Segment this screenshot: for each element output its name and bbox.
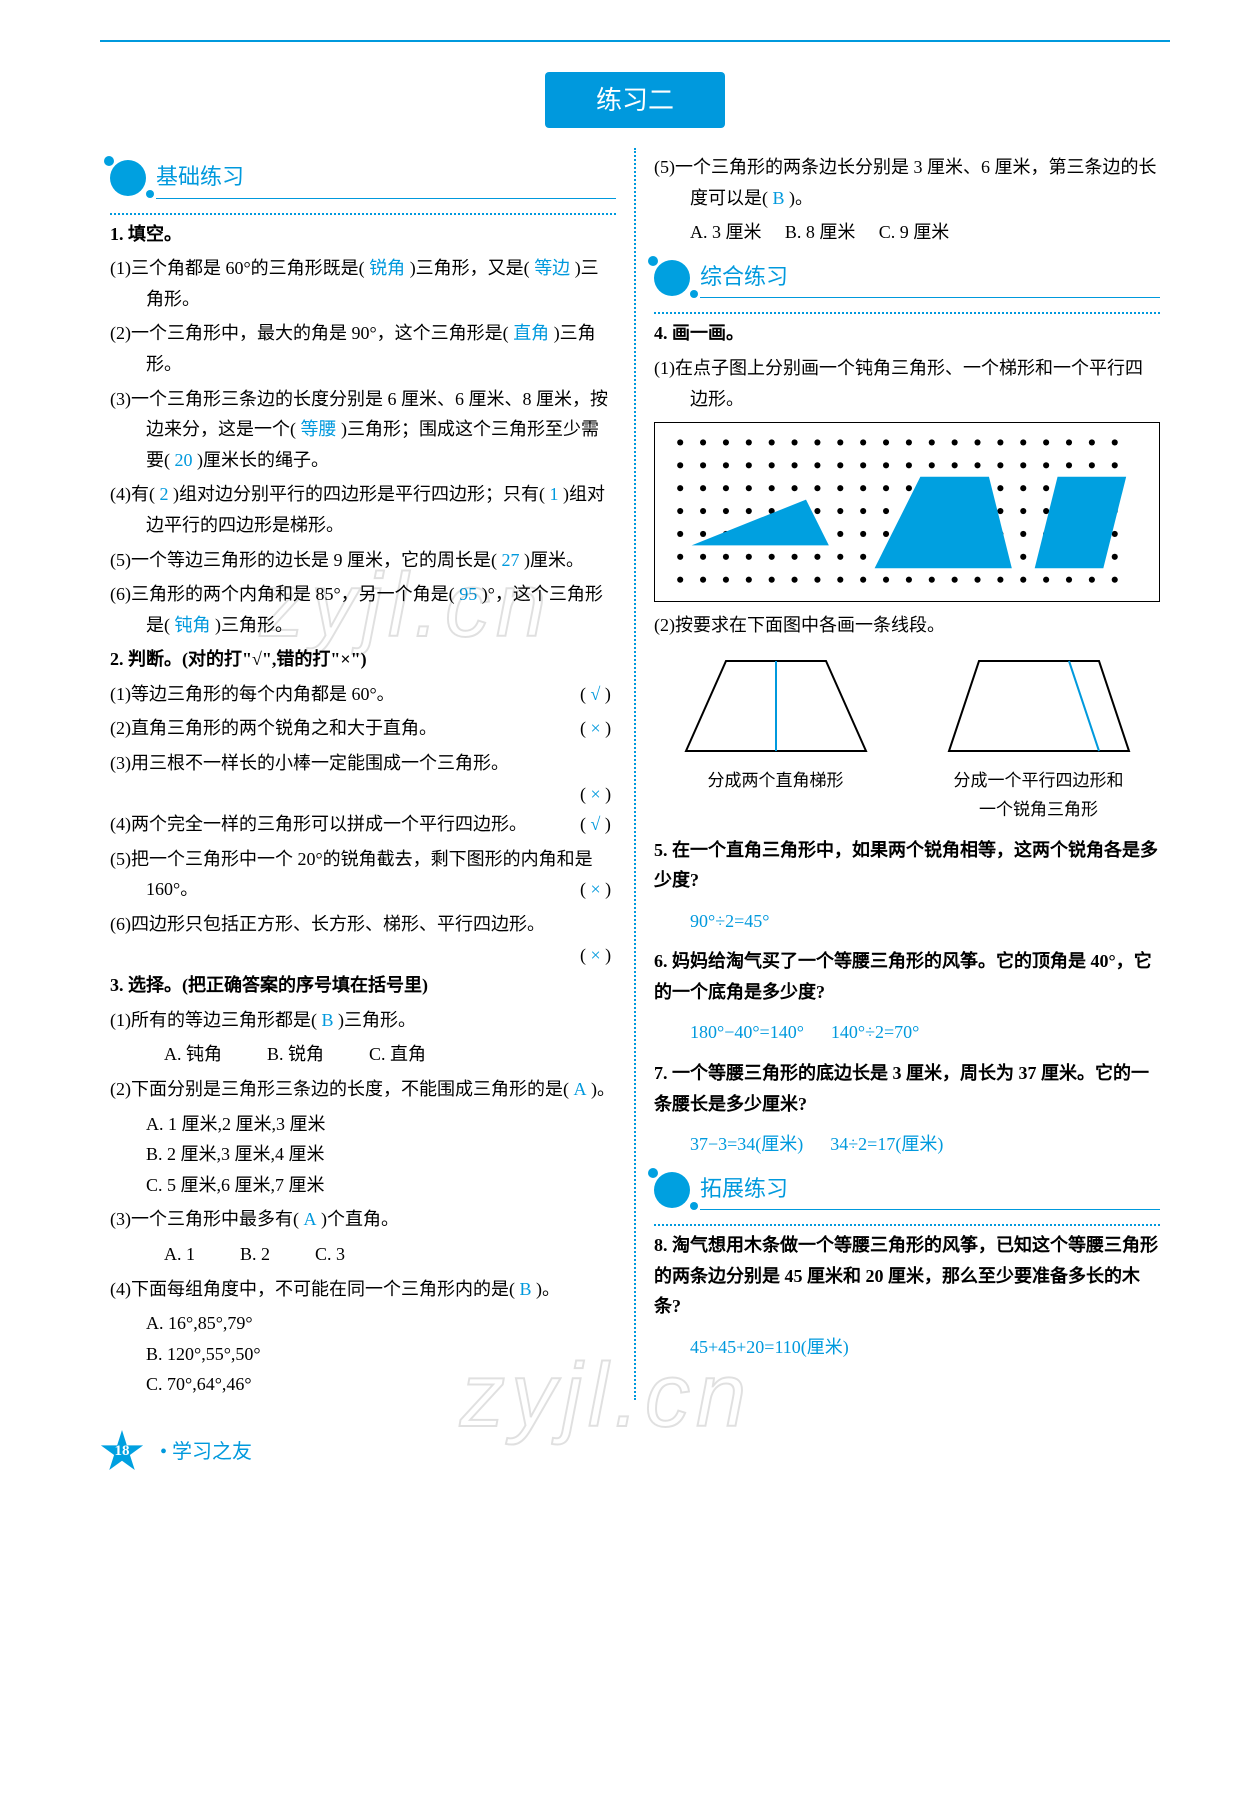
wavy [110, 213, 616, 215]
section-basic: 基础练习 [110, 158, 616, 198]
q2-3: (3)用三根不一样长的小棒一定能围成一个三角形。( × ) [110, 748, 616, 779]
q1-3: (3)一个三角形三条边的长度分别是 6 厘米、6 厘米、8 厘米，按边来分，这是… [110, 384, 616, 476]
left-column: 基础练习 1. 填空。 (1)三个角都是 60°的三角形既是( 锐角 )三角形，… [100, 148, 636, 1400]
section-icon [654, 1172, 690, 1208]
page: zyjl.cn zyjl.cn 练习二 基础练习 1. 填空。 (1)三个角都是… [0, 0, 1250, 1504]
top-rule [100, 40, 1170, 42]
section-synth: 综合练习 [654, 258, 1160, 298]
q1-5: (5)一个等边三角形的边长是 9 厘米，它的周长是( 27 )厘米。 [110, 545, 616, 576]
right-column: (5)一个三角形的两条边长分别是 3 厘米、6 厘米，第三条边的长度可以是( B… [636, 148, 1170, 1400]
q4-1: (1)在点子图上分别画一个钝角三角形、一个梯形和一个平行四边形。 [654, 353, 1160, 414]
q5-ans: 90°÷2=45° [690, 906, 1160, 937]
trapezoid-row: 分成两个直角梯形 分成一个平行四边形和 一个锐角三角形 [654, 651, 1160, 825]
q3-2-choices: A. 1 厘米,2 厘米,3 厘米 B. 2 厘米,3 厘米,4 厘米 C. 5… [110, 1109, 616, 1201]
q3-2: (2)下面分别是三角形三条边的长度，不能围成三角形的是( A )。 [110, 1074, 616, 1105]
footer-text: • 学习之友 [160, 1435, 252, 1469]
q4-head: 4. 画一画。 [654, 318, 1160, 349]
section-ext: 拓展练习 [654, 1170, 1160, 1210]
q7: 7. 一个等腰三角形的底边长是 3 厘米，周长为 37 厘米。它的一条腰长是多少… [654, 1058, 1160, 1119]
q1-4: (4)有( 2 )组对边分别平行的四边形是平行四边形；只有( 1 )组对边平行的… [110, 479, 616, 540]
q3-1: (1)所有的等边三角形都是( B )三角形。 [110, 1005, 616, 1036]
q2-5: (5)把一个三角形中一个 20°的锐角截去，剩下图形的内角和是 160°。( ×… [110, 844, 616, 905]
q3-3: (3)一个三角形中最多有( A )个直角。 [110, 1204, 616, 1235]
section-title-basic: 基础练习 [156, 158, 616, 198]
q2-head: 2. 判断。(对的打"√",错的打"×") [110, 644, 616, 675]
wavy [654, 1224, 1160, 1226]
section-title-synth: 综合练习 [700, 258, 1160, 298]
q2-6: (6)四边形只包括正方形、长方形、梯形、平行四边形。( × ) [110, 909, 616, 940]
q3-4: (4)下面每组角度中，不可能在同一个三角形内的是( B )。 [110, 1274, 616, 1305]
trapezoid-2: 分成一个平行四边形和 一个锐角三角形 [929, 651, 1149, 825]
q3-3-choices: A. 1B. 2C. 3 [110, 1239, 616, 1270]
q5: 5. 在一个直角三角形中，如果两个锐角相等，这两个锐角各是多少度? [654, 835, 1160, 896]
page-title: 练习二 [545, 72, 725, 128]
q2-2: (2)直角三角形的两个锐角之和大于直角。( × ) [110, 713, 616, 744]
footer: 18 • 学习之友 [100, 1430, 1170, 1474]
dot-grid-svg [663, 431, 1151, 593]
q1-head: 1. 填空。 [110, 219, 616, 250]
page-number-star: 18 [100, 1430, 144, 1474]
q3-1-choices: A. 钝角B. 锐角C. 直角 [110, 1039, 616, 1070]
q8-ans: 45+45+20=110(厘米) [690, 1332, 1160, 1363]
q3-4-choices: A. 16°,85°,79° B. 120°,55°,50° C. 70°,64… [110, 1308, 616, 1400]
q2-4: (4)两个完全一样的三角形可以拼成一个平行四边形。( √ ) [110, 809, 616, 840]
q1-6: (6)三角形的两个内角和是 85°，另一个角是( 95 )°，这个三角形是( 钝… [110, 579, 616, 640]
section-icon [654, 260, 690, 296]
q3-5: (5)一个三角形的两条边长分别是 3 厘米、6 厘米，第三条边的长度可以是( B… [654, 152, 1160, 213]
wavy [654, 312, 1160, 314]
q6: 6. 妈妈给淘气买了一个等腰三角形的风筝。它的顶角是 40°，它的一个底角是多少… [654, 946, 1160, 1007]
q2-1: (1)等边三角形的每个内角都是 60°。( √ ) [110, 679, 616, 710]
q3-head: 3. 选择。(把正确答案的序号填在括号里) [110, 970, 616, 1001]
columns: 基础练习 1. 填空。 (1)三个角都是 60°的三角形既是( 锐角 )三角形，… [100, 148, 1170, 1400]
trapezoid-1: 分成两个直角梯形 [666, 651, 886, 825]
q4-2: (2)按要求在下面图中各画一条线段。 [654, 610, 1160, 641]
q1-1: (1)三个角都是 60°的三角形既是( 锐角 )三角形，又是( 等边 )三角形。 [110, 253, 616, 314]
q1-2: (2)一个三角形中，最大的角是 90°，这个三角形是( 直角 )三角形。 [110, 318, 616, 379]
dot-grid [654, 422, 1160, 602]
section-icon [110, 160, 146, 196]
section-title-ext: 拓展练习 [700, 1170, 1160, 1210]
q6-ans: 180°−40°=140° 140°÷2=70° [690, 1017, 1160, 1048]
q3-5-choices: A. 3 厘米B. 8 厘米C. 9 厘米 [654, 217, 1160, 248]
q8: 8. 淘气想用木条做一个等腰三角形的风筝，已知这个等腰三角形的两条边分别是 45… [654, 1230, 1160, 1322]
q7-ans: 37−3=34(厘米) 34÷2=17(厘米) [690, 1129, 1160, 1160]
